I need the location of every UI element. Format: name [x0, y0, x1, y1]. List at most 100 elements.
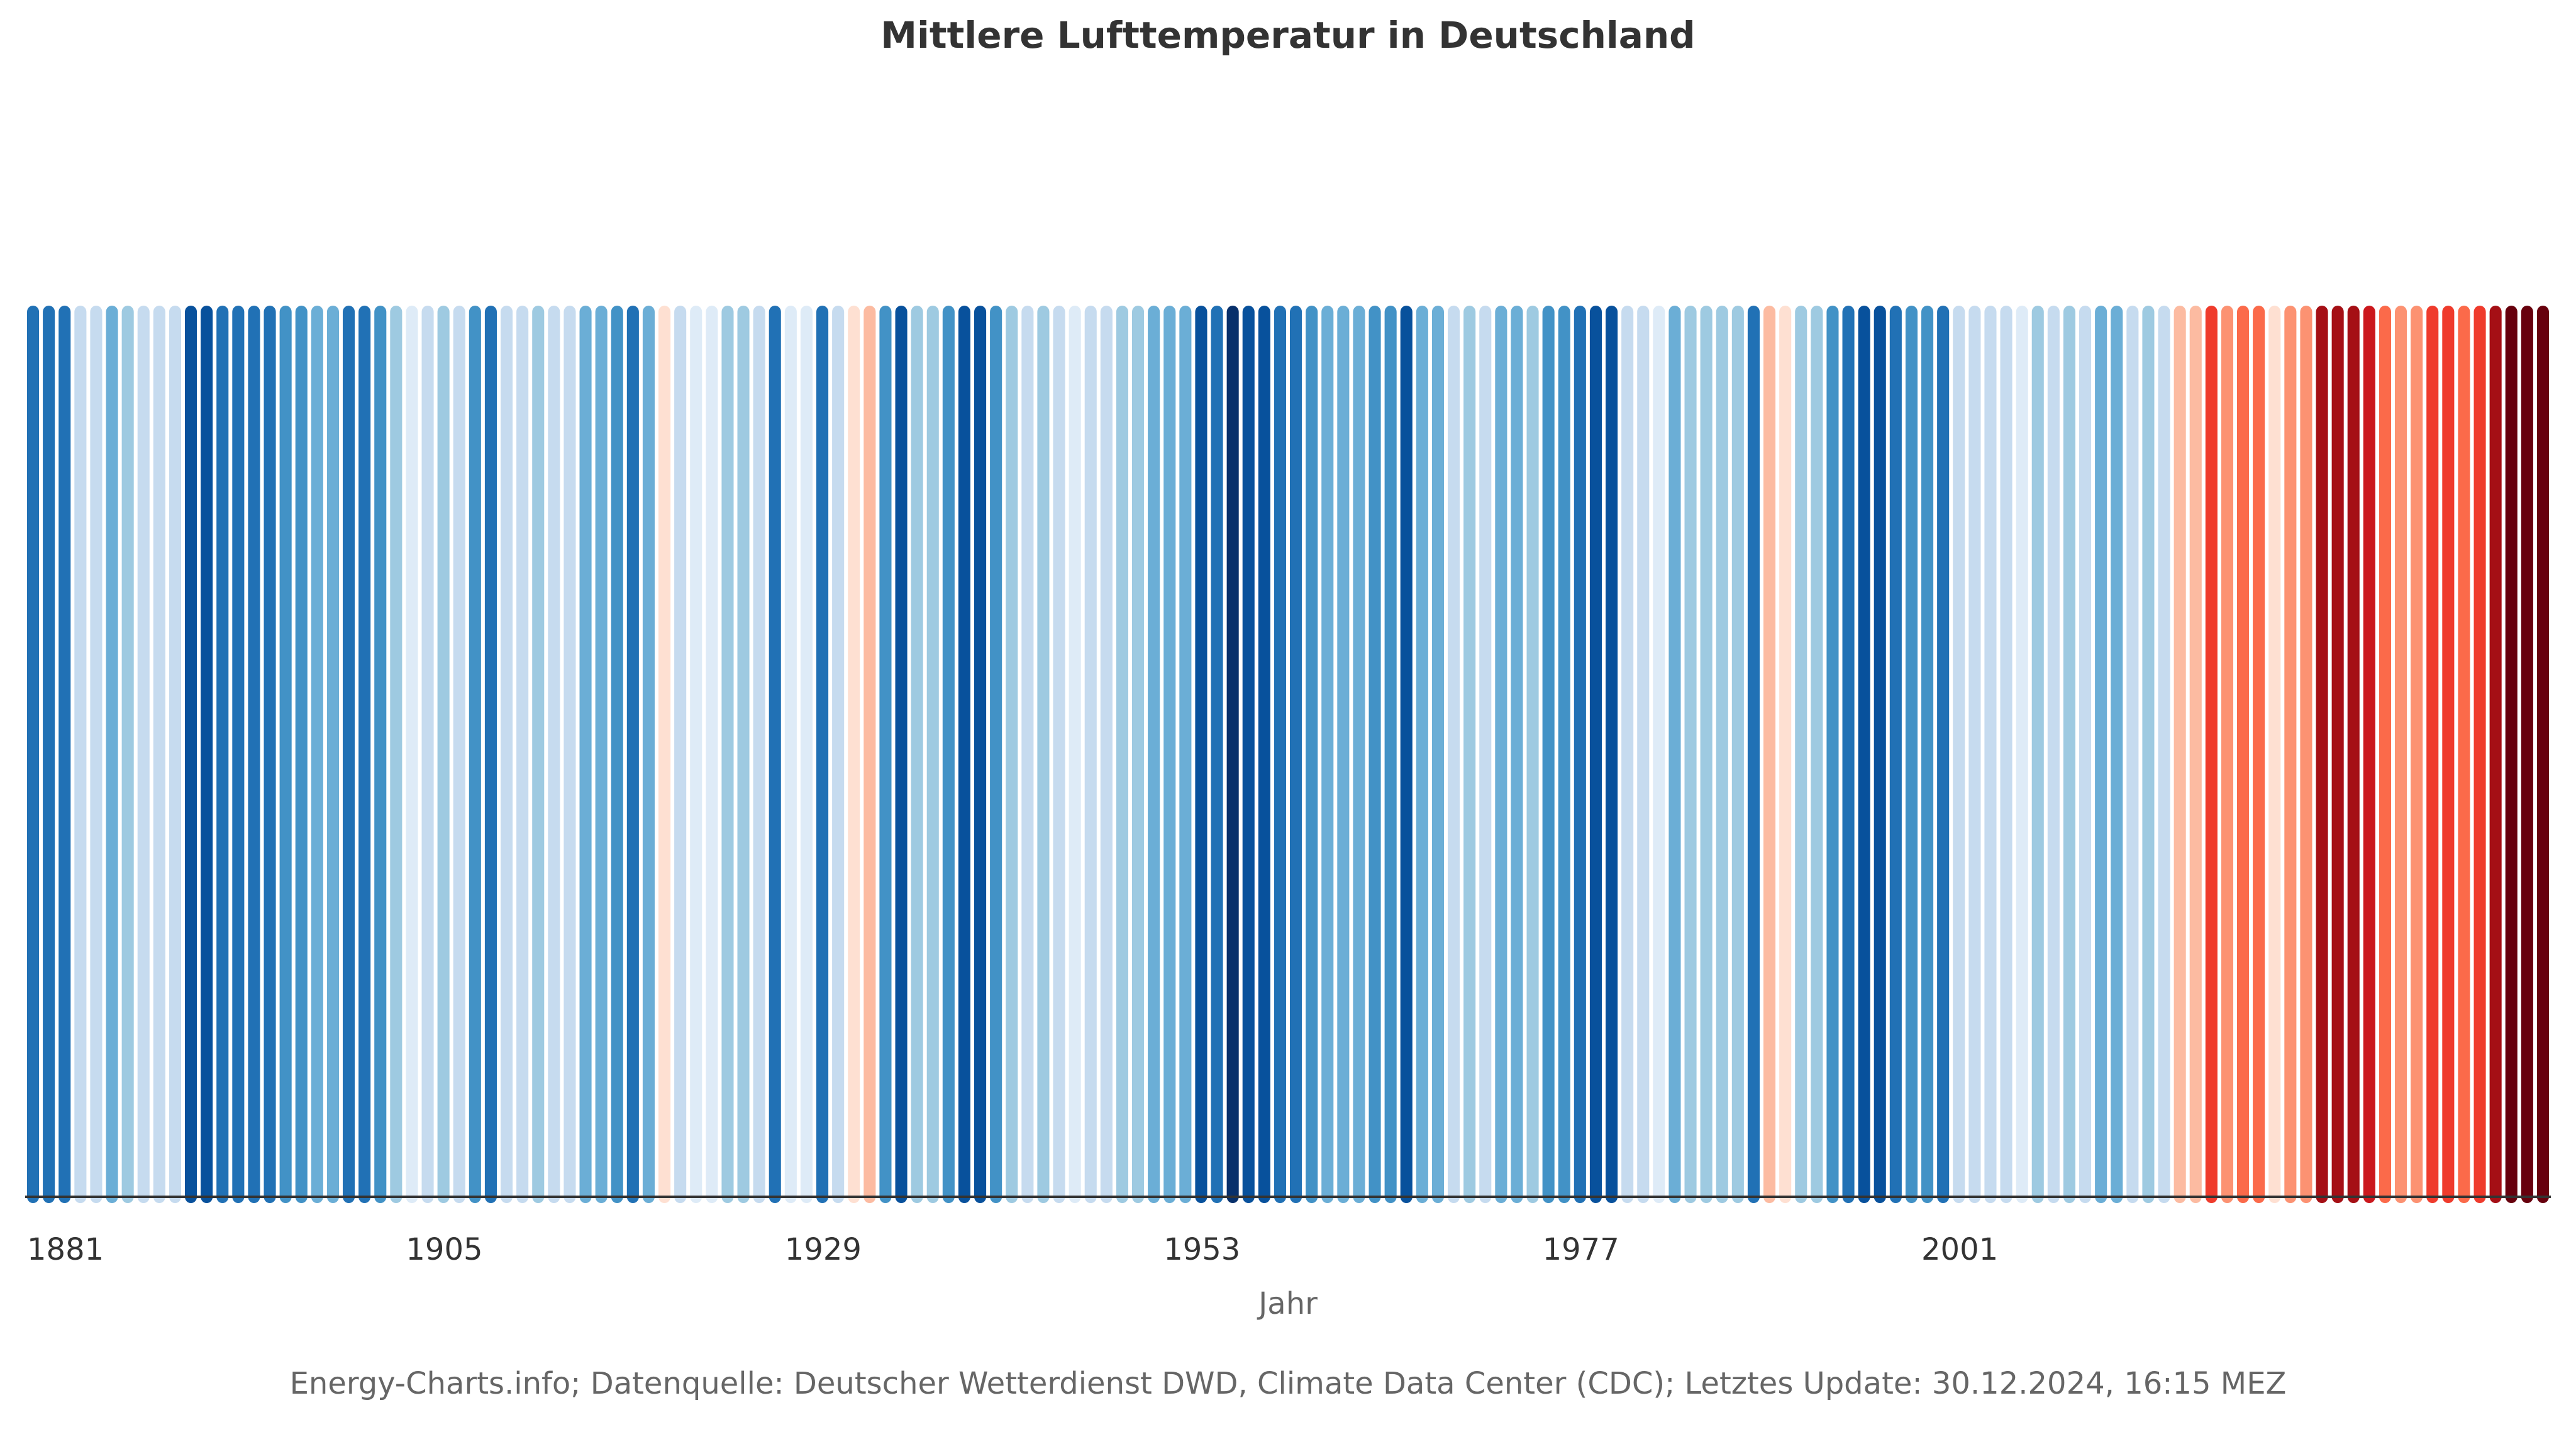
stripe-2028[interactable] [2347, 306, 2360, 1203]
stripe-1984[interactable] [1653, 306, 1665, 1203]
stripe-1955[interactable] [1195, 306, 1208, 1203]
stripe-2026[interactable] [2316, 306, 2328, 1203]
stripe-1974[interactable] [1495, 306, 1507, 1203]
stripe-1979[interactable] [1574, 306, 1586, 1203]
stripe-1942[interactable] [990, 306, 1002, 1203]
stripe-1915[interactable] [564, 306, 576, 1203]
stripe-1926[interactable] [737, 306, 750, 1203]
stripe-2002[interactable] [1937, 306, 1950, 1203]
stripe-1943[interactable] [1006, 306, 1018, 1203]
stripe-2015[interactable] [2142, 306, 2155, 1203]
stripe-1995[interactable] [1826, 306, 1839, 1203]
stripe-1950[interactable] [1116, 306, 1128, 1203]
stripe-1904[interactable] [390, 306, 402, 1203]
stripe-1917[interactable] [595, 306, 608, 1203]
stripe-1975[interactable] [1511, 306, 1523, 1203]
stripe-1962[interactable] [1306, 306, 1318, 1203]
stripe-1909[interactable] [469, 306, 481, 1203]
stripe-1946[interactable] [1053, 306, 1065, 1203]
stripe-1989[interactable] [1731, 306, 1744, 1203]
stripe-1902[interactable] [358, 306, 371, 1203]
stripe-2033[interactable] [2426, 306, 2439, 1203]
stripe-1884[interactable] [74, 306, 87, 1203]
stripe-1918[interactable] [611, 306, 623, 1203]
stripe-1967[interactable] [1384, 306, 1397, 1203]
stripe-1912[interactable] [516, 306, 529, 1203]
stripe-2014[interactable] [2126, 306, 2139, 1203]
stripe-2023[interactable] [2268, 306, 2281, 1203]
stripe-1985[interactable] [1668, 306, 1681, 1203]
stripe-1969[interactable] [1416, 306, 1428, 1203]
stripe-1949[interactable] [1100, 306, 1113, 1203]
stripe-1938[interactable] [926, 306, 939, 1203]
stripe-1934[interactable] [863, 306, 876, 1203]
stripe-1887[interactable] [121, 306, 134, 1203]
stripe-2034[interactable] [2442, 306, 2455, 1203]
stripe-2017[interactable] [2174, 306, 2186, 1203]
stripe-2011[interactable] [2079, 306, 2092, 1203]
stripe-1888[interactable] [137, 306, 150, 1203]
stripe-1977[interactable] [1542, 306, 1555, 1203]
stripe-2021[interactable] [2237, 306, 2250, 1203]
stripe-1991[interactable] [1763, 306, 1776, 1203]
stripe-1973[interactable] [1479, 306, 1492, 1203]
stripe-2039[interactable] [2521, 306, 2533, 1203]
stripe-1981[interactable] [1606, 306, 1618, 1203]
stripe-2016[interactable] [2158, 306, 2170, 1203]
stripe-1900[interactable] [326, 306, 339, 1203]
stripe-2029[interactable] [2363, 306, 2375, 1203]
stripe-1896[interactable] [264, 306, 276, 1203]
stripe-1916[interactable] [579, 306, 592, 1203]
stripe-2037[interactable] [2489, 306, 2502, 1203]
stripe-2013[interactable] [2111, 306, 2123, 1203]
stripe-2024[interactable] [2284, 306, 2297, 1203]
stripe-2009[interactable] [2047, 306, 2060, 1203]
stripe-1961[interactable] [1290, 306, 1302, 1203]
stripe-1940[interactable] [958, 306, 970, 1203]
stripe-1886[interactable] [106, 306, 118, 1203]
stripe-2038[interactable] [2505, 306, 2518, 1203]
stripe-2032[interactable] [2411, 306, 2423, 1203]
stripe-1992[interactable] [1779, 306, 1792, 1203]
stripe-1993[interactable] [1795, 306, 1807, 1203]
stripe-2031[interactable] [2395, 306, 2407, 1203]
stripe-2030[interactable] [2379, 306, 2391, 1203]
stripe-1994[interactable] [1811, 306, 1823, 1203]
stripe-2020[interactable] [2221, 306, 2233, 1203]
stripe-1958[interactable] [1242, 306, 1255, 1203]
stripe-2027[interactable] [2331, 306, 2344, 1203]
stripe-1893[interactable] [216, 306, 229, 1203]
stripe-1999[interactable] [1889, 306, 1902, 1203]
stripe-1933[interactable] [848, 306, 860, 1203]
stripe-1956[interactable] [1211, 306, 1223, 1203]
stripe-2019[interactable] [2205, 306, 2218, 1203]
stripe-1996[interactable] [1842, 306, 1855, 1203]
stripe-1907[interactable] [437, 306, 450, 1203]
stripe-1976[interactable] [1526, 306, 1539, 1203]
stripe-1897[interactable] [279, 306, 292, 1203]
stripe-1892[interactable] [201, 306, 213, 1203]
stripe-1964[interactable] [1337, 306, 1350, 1203]
stripe-1963[interactable] [1321, 306, 1334, 1203]
stripe-1895[interactable] [248, 306, 260, 1203]
stripe-1924[interactable] [706, 306, 718, 1203]
stripe-1960[interactable] [1274, 306, 1286, 1203]
stripe-1889[interactable] [153, 306, 165, 1203]
stripe-1930[interactable] [800, 306, 813, 1203]
stripe-1885[interactable] [90, 306, 103, 1203]
stripe-1941[interactable] [974, 306, 987, 1203]
stripe-1919[interactable] [626, 306, 639, 1203]
stripe-1882[interactable] [43, 306, 55, 1203]
stripe-2008[interactable] [2031, 306, 2044, 1203]
stripe-1983[interactable] [1637, 306, 1650, 1203]
stripe-1910[interactable] [484, 306, 497, 1203]
stripe-1935[interactable] [879, 306, 892, 1203]
stripe-2003[interactable] [1953, 306, 1965, 1203]
stripe-1987[interactable] [1700, 306, 1713, 1203]
stripe-1911[interactable] [501, 306, 513, 1203]
stripe-1959[interactable] [1258, 306, 1270, 1203]
stripe-2040[interactable] [2536, 306, 2549, 1203]
stripe-2001[interactable] [1921, 306, 1934, 1203]
stripe-2004[interactable] [1968, 306, 1981, 1203]
stripe-1891[interactable] [185, 306, 197, 1203]
